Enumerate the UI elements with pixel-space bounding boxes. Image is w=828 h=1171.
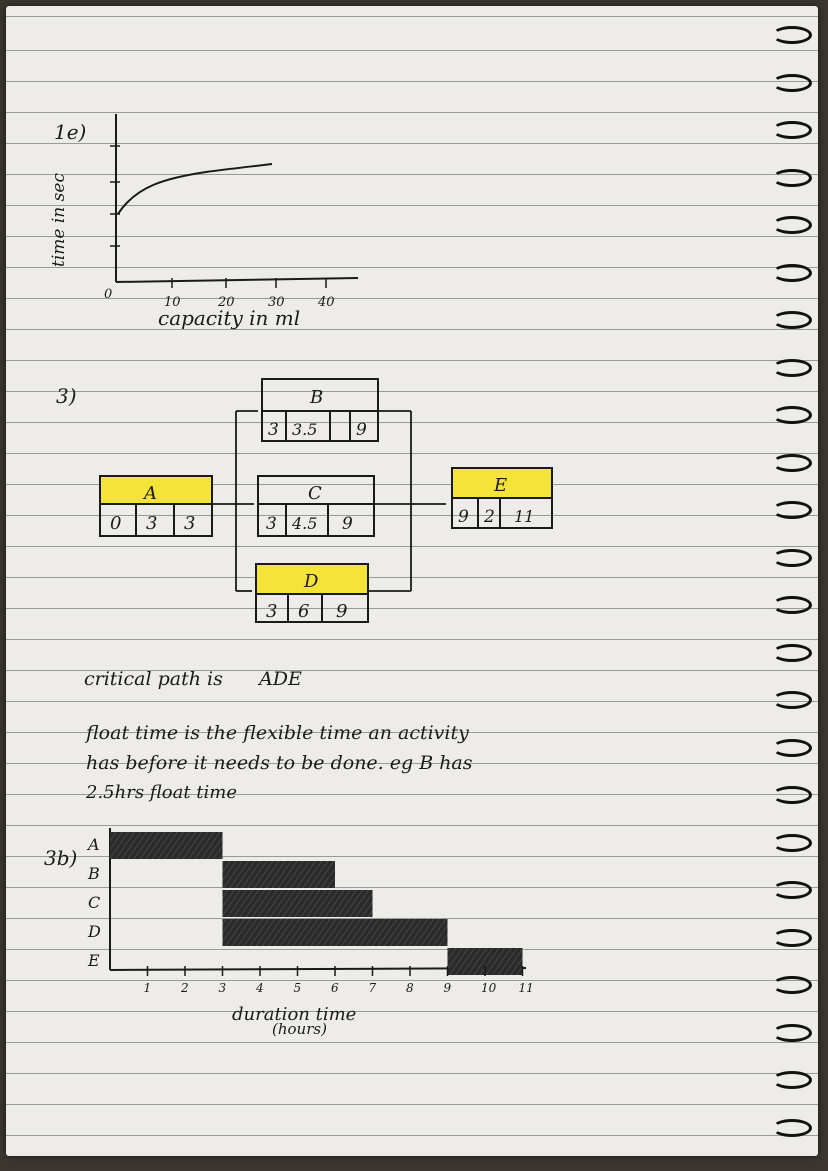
gantt-activity-label: A: [86, 835, 100, 854]
binding-ring: [772, 73, 812, 92]
gantt-activity-label: C: [88, 893, 100, 912]
binding-ring: [772, 596, 812, 614]
activity-network: A 0 3 3 B 3 3.5 9 C 3 4.5 9: [99, 378, 553, 623]
binding-ring: [772, 406, 812, 424]
gantt-activity-label: B: [87, 864, 100, 883]
binding-ring: [772, 26, 812, 44]
svg-text:9: 9: [336, 601, 347, 622]
x-tick: 20: [217, 295, 235, 306]
binding-ring: [772, 501, 812, 519]
svg-text:6: 6: [298, 601, 309, 622]
svg-text:0: 0: [110, 513, 121, 534]
svg-text:9: 9: [356, 420, 367, 440]
svg-text:3: 3: [146, 513, 157, 534]
svg-text:3: 3: [266, 601, 277, 622]
gantt-x-tick: 5: [294, 981, 302, 995]
binding-ring: [772, 121, 812, 139]
q1e-graph: 0 10 20 30 40: [104, 114, 359, 306]
x-tick: 10: [164, 295, 181, 306]
gantt-x-axis-unit: (hours): [272, 1020, 327, 1038]
gantt-x-tick: 9: [444, 981, 452, 995]
binding-ring: [772, 453, 812, 472]
gantt-bar-a: [110, 832, 223, 859]
binding-ring: [772, 1071, 812, 1089]
binding-ring: [772, 976, 812, 994]
binding-ring: [772, 311, 812, 329]
gantt-x-tick: 7: [369, 981, 377, 995]
svg-text:3.5: 3.5: [292, 420, 317, 439]
gantt-x-tick: 11: [519, 981, 534, 995]
gantt-x-axis-label: duration time: [232, 1004, 357, 1025]
binding-ring: [772, 691, 812, 709]
svg-text:11: 11: [514, 507, 534, 526]
network-label: 3): [56, 384, 77, 408]
x-axis: [115, 277, 359, 283]
gantt-x-tick: 6: [331, 981, 339, 995]
gantt-activity-label: E: [87, 951, 100, 970]
float-line-3: 2.5hrs float time: [86, 782, 238, 803]
binding-ring: [772, 643, 812, 662]
x-axis-label: capacity in ml: [158, 306, 301, 330]
x-tick: 0: [104, 287, 112, 302]
svg-text:9: 9: [458, 507, 469, 527]
gantt-x-tick: 10: [481, 981, 497, 995]
binding-ring: [772, 738, 812, 757]
binding-ring: [772, 168, 812, 187]
svg-text:3: 3: [184, 513, 195, 534]
binding-ring: [772, 1118, 812, 1137]
binding-ring: [772, 216, 812, 234]
q1e-label: 1e): [54, 120, 87, 144]
x-tick: 30: [268, 295, 285, 306]
binding-ring: [772, 263, 812, 282]
binding-ring: [772, 833, 812, 852]
gantt-x-tick: 4: [255, 981, 264, 995]
svg-text:9: 9: [342, 514, 353, 534]
binding-ring: [772, 786, 812, 804]
gantt-x-tick: 8: [406, 981, 414, 995]
svg-text:E: E: [493, 475, 507, 496]
svg-text:4.5: 4.5: [291, 514, 317, 533]
node-c: C 3 4.5 9: [257, 475, 375, 537]
gantt-bar-b: [222, 861, 335, 888]
svg-text:2: 2: [483, 507, 495, 527]
critical-path-value: ADE: [259, 668, 302, 690]
svg-text:D: D: [303, 571, 319, 592]
gantt-label: 3b): [44, 846, 78, 870]
svg-text:3: 3: [266, 514, 277, 534]
gantt-activity-label: D: [87, 922, 101, 941]
binding-ring: [772, 928, 812, 947]
x-tick: 40: [317, 295, 335, 306]
node-e: E 9 2 11: [451, 467, 553, 529]
binding-ring: [772, 548, 812, 567]
curve: [117, 163, 273, 215]
gantt-x-tick: 1: [144, 981, 152, 995]
float-line-1: float time is the flexible time an activ…: [86, 722, 469, 744]
gantt-bar-c: [222, 890, 373, 917]
node-a: A 0 3 3: [99, 475, 213, 537]
gantt-x-tick: 3: [219, 981, 227, 995]
binding-ring: [772, 358, 812, 377]
binding-ring: [772, 881, 812, 899]
gantt-bar-d: [222, 919, 448, 946]
svg-text:C: C: [308, 483, 322, 504]
node-d: D 3 6 9: [255, 563, 369, 623]
svg-text:A: A: [142, 483, 157, 504]
y-axis-label: time in sec: [49, 173, 69, 267]
svg-text:3: 3: [268, 420, 279, 440]
gantt-x-tick: 2: [180, 981, 189, 995]
node-b: B 3 3.5 9: [261, 378, 379, 442]
svg-text:B: B: [309, 387, 323, 408]
float-line-2: has before it needs to be done. eg B has: [86, 752, 473, 774]
binding-ring: [772, 1023, 812, 1042]
notebook-page: 1e) time in sec 0 10 20 30 40 capacity i…: [6, 6, 818, 1156]
critical-path-text: critical path is ADE: [84, 668, 302, 690]
